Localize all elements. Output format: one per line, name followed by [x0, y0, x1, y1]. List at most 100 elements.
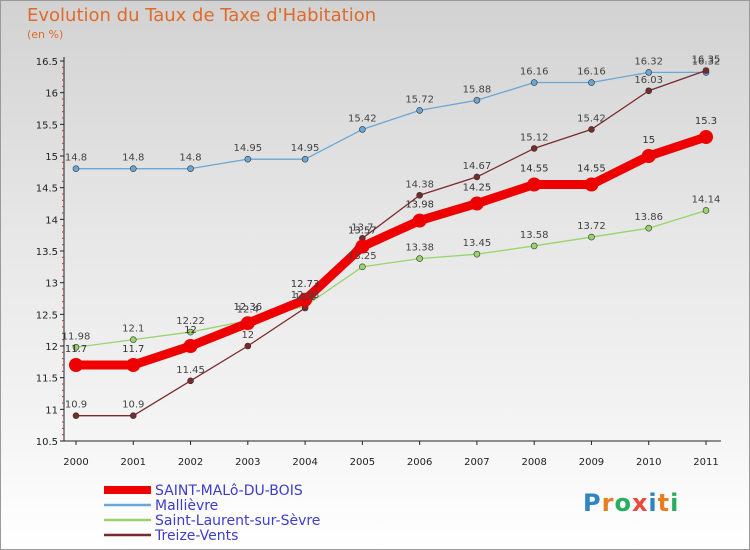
x-tick-label: 2009 — [579, 457, 604, 468]
x-tick-label: 2007 — [464, 457, 489, 468]
data-label-saint-laurent-sur-s-vre: 12.4 — [237, 305, 259, 316]
x-tick-label: 2003 — [235, 457, 260, 468]
data-point-saint-mal-du-bois — [298, 292, 313, 307]
data-label-saint-mal-du-bois: 14.55 — [520, 164, 549, 175]
data-label-malli-vre: 15.88 — [463, 84, 492, 95]
data-label-saint-mal-du-bois: 14.25 — [463, 183, 492, 194]
data-point-saint-laurent-sur-s-vre — [530, 242, 538, 250]
y-tick-label: 11 — [45, 405, 58, 416]
data-point-malli-vre — [530, 79, 538, 86]
data-label-treize-vents: 14.38 — [405, 179, 434, 190]
data-label-saint-mal-du-bois: 14.55 — [577, 164, 606, 175]
data-label-saint-laurent-sur-s-vre: 13.72 — [577, 221, 606, 232]
data-point-saint-laurent-sur-s-vre — [416, 255, 423, 262]
data-point-malli-vre — [244, 155, 252, 163]
data-label-saint-mal-du-bois: 13.98 — [405, 200, 434, 211]
data-label-saint-laurent-sur-s-vre: 13.86 — [634, 212, 663, 223]
x-tick-label: 2004 — [292, 457, 317, 468]
data-point-malli-vre — [129, 165, 137, 172]
data-point-treize-vents — [588, 126, 595, 133]
data-label-saint-mal-du-bois: 11.7 — [122, 344, 144, 355]
data-label-treize-vents: 10.9 — [65, 400, 87, 411]
data-label-saint-laurent-sur-s-vre: 13.38 — [405, 243, 434, 254]
x-tick-label: 2002 — [178, 457, 203, 468]
y-tick-label: 12.5 — [36, 310, 58, 321]
data-point-saint-laurent-sur-s-vre — [187, 328, 194, 336]
y-tick-label: 14 — [45, 215, 58, 226]
data-point-malli-vre — [416, 107, 423, 114]
data-point-treize-vents — [645, 87, 653, 95]
data-point-treize-vents — [702, 67, 710, 74]
data-label-treize-vents: 11.45 — [176, 365, 205, 376]
y-tick-label: 12 — [45, 342, 58, 353]
x-tick-label: 2008 — [521, 457, 546, 468]
legend-label-saint-mal-du-bois: SAINT-MALô-DU-BOIS — [155, 483, 303, 499]
logo-letter: o — [614, 489, 632, 517]
data-label-treize-vents: 15.42 — [577, 113, 606, 124]
logo-letter: i — [648, 489, 658, 517]
data-label-treize-vents: 13.7 — [351, 222, 373, 233]
x-tick-label: 2006 — [407, 457, 432, 468]
data-point-treize-vents — [473, 173, 481, 181]
data-point-treize-vents — [244, 342, 252, 350]
data-label-malli-vre: 14.95 — [291, 143, 320, 154]
series-line-saint-mal-du-bois — [76, 132, 708, 370]
y-tick-label: 13.5 — [36, 247, 58, 258]
x-tick-label: 2010 — [636, 457, 661, 468]
chart-subtitle: (en %) — [27, 28, 64, 41]
data-point-saint-mal-du-bois — [641, 149, 656, 163]
data-label-saint-mal-du-bois: 11.7 — [65, 344, 87, 355]
logo-letter: x — [631, 489, 649, 517]
data-point-saint-mal-du-bois — [699, 130, 713, 144]
data-label-saint-laurent-sur-s-vre: 14.14 — [692, 194, 721, 205]
data-label-malli-vre: 14.8 — [179, 153, 201, 164]
x-tick-label: 2011 — [693, 457, 718, 468]
data-point-malli-vre — [301, 155, 309, 163]
data-label-saint-mal-du-bois: 12 — [184, 325, 197, 336]
data-point-saint-laurent-sur-s-vre — [359, 263, 366, 271]
data-point-saint-mal-du-bois — [355, 239, 370, 254]
proxiti-logo: Proxiti — [583, 489, 679, 517]
data-point-saint-mal-du-bois — [412, 213, 427, 228]
data-point-malli-vre — [187, 165, 194, 172]
data-point-saint-laurent-sur-s-vre — [473, 250, 481, 258]
data-point-treize-vents — [187, 377, 194, 385]
data-point-saint-laurent-sur-s-vre — [645, 224, 653, 232]
y-tick-label: 11.5 — [36, 374, 58, 385]
data-point-saint-mal-du-bois — [240, 316, 255, 331]
data-point-saint-mal-du-bois — [69, 358, 83, 372]
data-point-saint-mal-du-bois — [126, 358, 141, 372]
y-tick-label: 16.5 — [36, 57, 58, 68]
legend-label-malli-vre: Mallièvre — [155, 498, 218, 514]
data-point-saint-laurent-sur-s-vre — [72, 343, 80, 351]
y-tick-label: 16 — [45, 89, 58, 100]
data-label-saint-laurent-sur-s-vre: 11.98 — [62, 331, 91, 342]
data-label-malli-vre: 14.8 — [65, 153, 87, 164]
legend-label-saint-laurent-sur-s-vre: Saint-Laurent-sur-Sèvre — [155, 513, 320, 529]
data-label-saint-laurent-sur-s-vre: 12.22 — [176, 316, 205, 327]
data-label-saint-mal-du-bois: 15 — [642, 135, 655, 146]
data-label-treize-vents: 16.35 — [692, 55, 721, 66]
data-label-treize-vents: 16.03 — [634, 75, 663, 86]
data-label-malli-vre: 16.32 — [634, 56, 663, 67]
data-label-treize-vents: 15.12 — [520, 132, 549, 143]
data-label-saint-laurent-sur-s-vre: 13.25 — [348, 251, 377, 262]
data-label-malli-vre: 15.72 — [405, 94, 434, 105]
data-point-saint-mal-du-bois — [469, 196, 484, 211]
y-tick-label: 15.5 — [36, 120, 58, 131]
y-tick-label: 10.5 — [36, 437, 58, 448]
legend-label-treize-vents: Treize-Vents — [154, 528, 238, 544]
series-line-malli-vre — [76, 71, 706, 170]
data-label-malli-vre: 16.32 — [692, 56, 721, 67]
logo-letter: i — [670, 489, 680, 517]
data-label-malli-vre: 15.42 — [348, 113, 377, 124]
data-point-saint-mal-du-bois — [527, 177, 542, 192]
data-point-malli-vre — [359, 126, 366, 133]
x-tick-label: 2005 — [350, 457, 375, 468]
data-label-treize-vents: 10.9 — [122, 400, 144, 411]
y-tick-label: 14.5 — [36, 184, 58, 195]
data-label-treize-vents: 12 — [241, 330, 254, 341]
chart-title: Evolution du Taux de Taxe d'Habitation — [27, 5, 377, 26]
